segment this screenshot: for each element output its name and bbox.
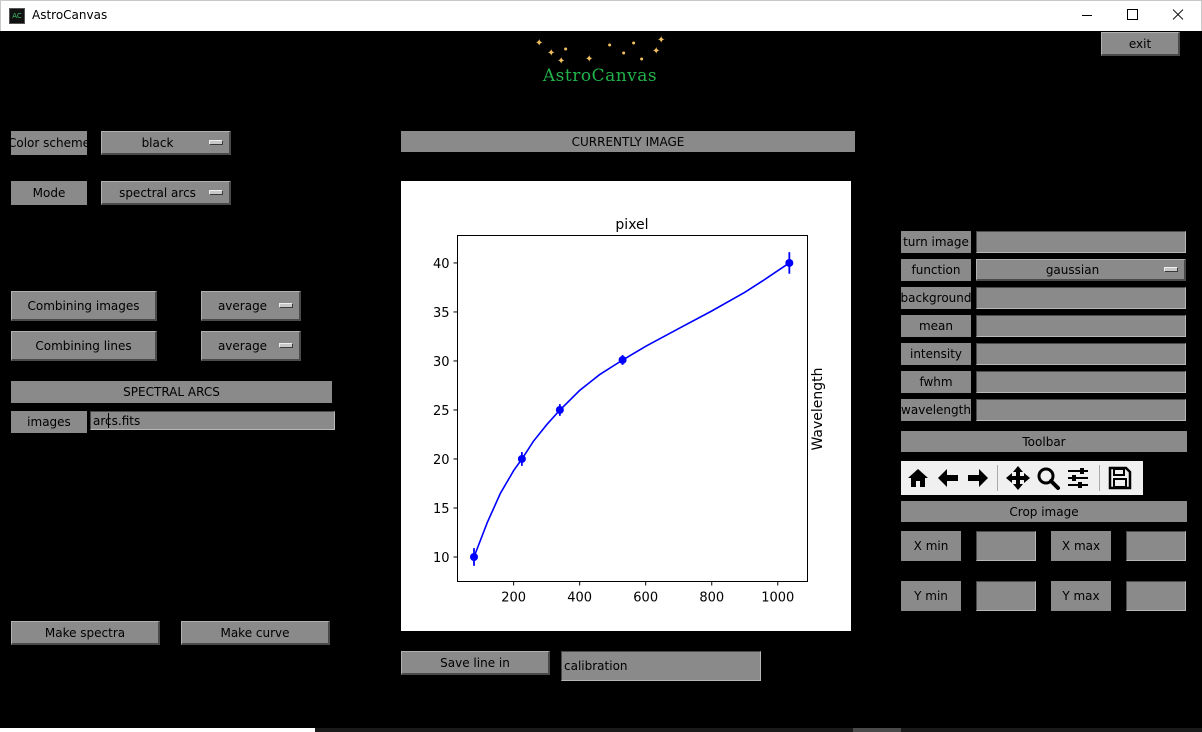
close-icon[interactable] [1156,0,1202,30]
y-tick-label: 25 [433,404,450,419]
combining-images-button[interactable]: Combining images [11,291,157,321]
save-line-button[interactable]: Save line in [401,651,550,675]
maximize-icon[interactable] [1110,0,1156,30]
function-dropdown[interactable]: gaussian [976,259,1186,281]
zoom-icon[interactable] [1034,464,1062,492]
intensity-label: intensity [901,343,971,365]
x-max-label: X max [1051,531,1111,561]
home-icon[interactable] [904,464,932,492]
x-tick-label: 600 [633,591,658,606]
logo-text: AstroCanvas [542,66,658,86]
mean-label: mean [901,315,971,337]
horizontal-scrollbar-thumb[interactable] [853,728,901,732]
x-tick-label: 1000 [761,591,794,606]
save-icon[interactable] [1106,464,1134,492]
fwhm-label: fwhm [901,371,971,393]
y-tick-label: 15 [433,502,450,517]
data-point [517,454,526,463]
intensity-input[interactable] [976,343,1186,365]
text-cursor [108,413,109,428]
y-tick-label: 10 [433,551,450,566]
function-label: function [901,259,971,281]
y-max-input[interactable] [1126,581,1186,611]
x-min-input[interactable] [976,531,1036,561]
combining-images-value: average [217,298,268,313]
mean-input[interactable] [976,315,1186,337]
toolbar-separator [997,465,998,491]
images-input[interactable]: arcs.fits [90,411,335,430]
color-scheme-label: Color scheme [8,131,90,155]
horizontal-scrollbar-track[interactable] [315,728,1202,732]
data-point [618,355,627,364]
x-max-input[interactable] [1126,531,1186,561]
x-tick-label: 400 [567,591,592,606]
plot-frame [457,235,808,582]
pan-icon[interactable] [1004,464,1032,492]
turn-image-input[interactable] [976,231,1186,253]
navigation-toolbar [901,461,1143,495]
back-arrow-icon[interactable] [934,464,962,492]
plot-canvas[interactable]: 200 400 600 800 1000 10 15 20 25 30 35 40 pixel Wav… [401,181,851,631]
y-tick-label: 35 [433,306,450,321]
wavelength-input[interactable] [976,399,1186,421]
calibration-chart: 200 400 600 800 1000 10 15 20 25 30 35 40 pixel Wav… [433,217,826,606]
configure-subplots-icon[interactable] [1064,464,1092,492]
fit-curve-line [473,262,790,558]
dropdown-indicator-icon [209,139,223,145]
dropdown-indicator-icon [279,342,293,348]
wavelength-label: wavelength [901,399,971,421]
mode-dropdown[interactable]: spectral arcs [101,181,231,205]
background-input[interactable] [976,287,1186,309]
x-min-label: X min [901,531,961,561]
fwhm-input[interactable] [976,371,1186,393]
color-scheme-dropdown[interactable]: black [101,131,231,155]
data-point [785,258,794,267]
y-min-input[interactable] [976,581,1036,611]
chart-y-axis-label: Wavelength [810,367,826,450]
make-curve-button[interactable]: Make curve [181,621,330,645]
currently-image-heading: CURRENTLY IMAGE [401,131,855,152]
data-point [470,552,479,561]
exit-button[interactable]: exit [1101,32,1180,56]
background-label: background [901,287,972,309]
mode-value: spectral arcs [119,185,196,200]
color-scheme-value: black [141,135,174,150]
logo-stars: ✦ ✦ ✦ ✦ ● ● ● ● ● ✦ ✦ [535,35,666,67]
y-max-label: Y max [1051,581,1111,611]
spectral-arcs-heading: SPECTRAL ARCS [11,381,332,403]
data-point [555,405,564,414]
turn-image-label: turn image [901,231,971,253]
y-tick-label: 20 [433,453,450,468]
y-tick-label: 40 [433,257,450,272]
window-title: AstroCanvas [32,8,108,22]
x-tick-label: 800 [699,591,724,606]
toolbar-heading: Toolbar [901,431,1187,452]
combining-lines-button[interactable]: Combining lines [11,331,157,361]
chart-title: pixel [615,217,648,233]
crop-image-heading: Crop image [901,501,1187,522]
app-icon: AC [9,8,25,24]
save-line-input[interactable]: calibration [561,651,761,681]
dropdown-indicator-icon [1164,266,1178,272]
y-tick-label: 30 [433,355,450,370]
mode-label: Mode [11,181,87,205]
make-spectra-button[interactable]: Make spectra [11,621,160,645]
forward-arrow-icon[interactable] [964,464,992,492]
dropdown-indicator-icon [209,189,223,195]
minimize-icon[interactable] [1064,0,1110,30]
combining-images-dropdown[interactable]: average [201,291,301,321]
x-tick-label: 200 [501,591,526,606]
function-value: gaussian [1045,262,1100,277]
images-label: images [11,411,87,433]
combining-lines-value: average [217,338,268,353]
window-titlebar [0,0,1202,31]
combining-lines-dropdown[interactable]: average [201,331,301,361]
toolbar-separator [1099,465,1100,491]
y-min-label: Y min [901,581,961,611]
dropdown-indicator-icon [279,302,293,308]
